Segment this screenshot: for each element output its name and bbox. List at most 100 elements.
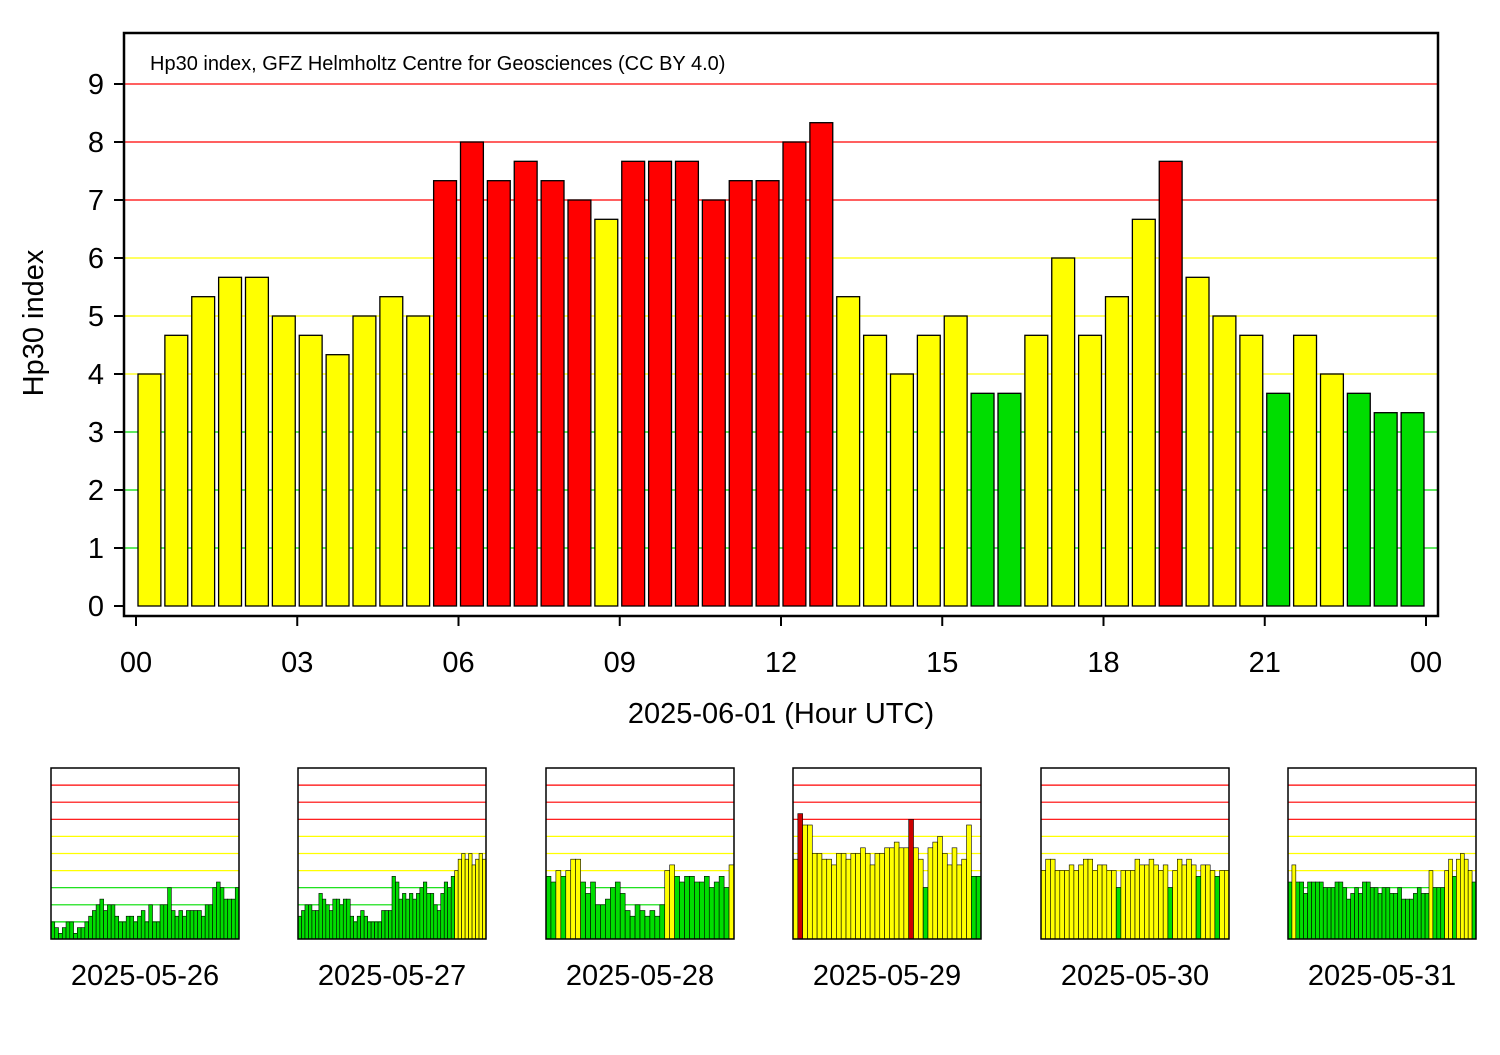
mini-bar bbox=[384, 910, 389, 940]
mini-frame bbox=[50, 767, 240, 940]
mini-bar bbox=[600, 904, 606, 940]
mini-bar bbox=[54, 927, 59, 940]
y-tick-label: 4 bbox=[88, 359, 104, 391]
mini-bar bbox=[329, 910, 334, 940]
bar bbox=[1051, 257, 1076, 607]
mini-bar bbox=[1209, 870, 1216, 940]
mini-bar bbox=[125, 915, 131, 940]
mini-bar bbox=[649, 910, 656, 940]
bar bbox=[997, 392, 1022, 607]
mini-bar bbox=[107, 904, 112, 940]
mini-bar bbox=[918, 858, 924, 940]
mini-bar bbox=[99, 898, 104, 940]
mini-bar bbox=[922, 887, 929, 940]
mini-bar bbox=[110, 904, 116, 940]
mini-bar bbox=[58, 933, 63, 940]
mini-bar bbox=[1377, 893, 1383, 940]
mini-bar bbox=[1315, 881, 1320, 940]
mini-bar bbox=[1440, 887, 1445, 940]
mini-bar bbox=[1195, 875, 1202, 940]
mini-bar bbox=[395, 881, 400, 940]
mini-frame bbox=[1287, 767, 1477, 940]
mini-bar bbox=[208, 904, 213, 940]
y-tick-label: 0 bbox=[88, 591, 104, 623]
mini-bar bbox=[402, 893, 407, 940]
mini-bar bbox=[118, 921, 123, 940]
y-tick-label: 3 bbox=[88, 417, 104, 449]
mini-bar bbox=[454, 870, 459, 940]
mini-bar bbox=[1467, 870, 1473, 940]
mini-bar bbox=[216, 881, 221, 940]
mini-bar bbox=[311, 910, 316, 940]
mini-bar bbox=[353, 921, 358, 940]
mini-bar bbox=[1463, 858, 1469, 940]
mini-bar bbox=[718, 875, 725, 940]
mini-bar bbox=[159, 904, 165, 940]
mini-bar bbox=[956, 864, 963, 940]
mini-bar bbox=[1111, 870, 1117, 940]
mini-bar bbox=[405, 898, 410, 940]
mini-bar bbox=[550, 881, 557, 940]
x-tick-label: 09 bbox=[604, 647, 636, 679]
mini-bar bbox=[816, 853, 823, 940]
mini-bar bbox=[163, 904, 168, 940]
mini-bar bbox=[684, 875, 690, 940]
mini-bar bbox=[831, 864, 837, 940]
mini-bar bbox=[845, 858, 852, 940]
mini-bar bbox=[836, 853, 842, 940]
mini-bar bbox=[674, 875, 680, 940]
mini-bar bbox=[69, 921, 74, 940]
mini-bar bbox=[174, 915, 180, 940]
mini-bar bbox=[1436, 887, 1442, 940]
mini-bar bbox=[865, 853, 871, 940]
mini-bar bbox=[1319, 881, 1324, 940]
mini-bar bbox=[377, 921, 382, 940]
mini-bar bbox=[874, 853, 881, 940]
mini-panel: 2025-05-27 bbox=[297, 767, 487, 992]
mini-bar bbox=[342, 898, 348, 940]
bar bbox=[674, 160, 700, 607]
bar bbox=[459, 141, 485, 607]
mini-bar bbox=[416, 893, 421, 940]
mini-bar bbox=[409, 893, 414, 940]
mini-date-label: 2025-05-30 bbox=[1061, 960, 1209, 992]
mini-bar bbox=[942, 853, 948, 940]
mini-bar bbox=[1050, 858, 1056, 940]
mini-bar bbox=[1139, 864, 1145, 940]
mini-bar bbox=[614, 881, 621, 940]
mini-bar bbox=[152, 921, 157, 940]
mini-frame bbox=[545, 767, 735, 940]
mini-bar bbox=[374, 921, 379, 940]
mini-bar bbox=[634, 904, 641, 940]
mini-bar bbox=[1397, 887, 1402, 940]
bar bbox=[244, 276, 270, 607]
mini-bar bbox=[1405, 898, 1410, 940]
bar bbox=[1104, 296, 1130, 607]
mini-bar bbox=[797, 813, 803, 940]
mini-bar bbox=[197, 910, 202, 940]
bar bbox=[809, 122, 834, 607]
y-tick-label: 1 bbox=[88, 533, 104, 565]
mini-bar bbox=[1366, 881, 1371, 940]
mini-bar bbox=[367, 921, 372, 940]
mini-bar bbox=[114, 915, 119, 940]
mini-bar bbox=[1045, 858, 1051, 940]
mini-bar bbox=[1358, 893, 1363, 940]
bar bbox=[1185, 276, 1210, 607]
mini-bar bbox=[1362, 881, 1367, 940]
mini-bar bbox=[639, 910, 646, 940]
bar bbox=[1266, 392, 1291, 607]
mini-bar bbox=[304, 904, 309, 940]
mini-date-label: 2025-05-26 bbox=[71, 960, 219, 992]
mini-bar bbox=[301, 910, 306, 940]
mini-bar bbox=[1385, 887, 1391, 940]
mini-bar bbox=[398, 898, 403, 940]
mini-bar bbox=[1295, 881, 1301, 940]
mini-bar bbox=[443, 881, 449, 940]
mini-bar bbox=[932, 841, 938, 940]
mini-bar bbox=[1354, 887, 1359, 940]
x-tick-label: 21 bbox=[1249, 647, 1281, 679]
mini-bar bbox=[189, 910, 195, 940]
bar bbox=[1400, 412, 1425, 607]
